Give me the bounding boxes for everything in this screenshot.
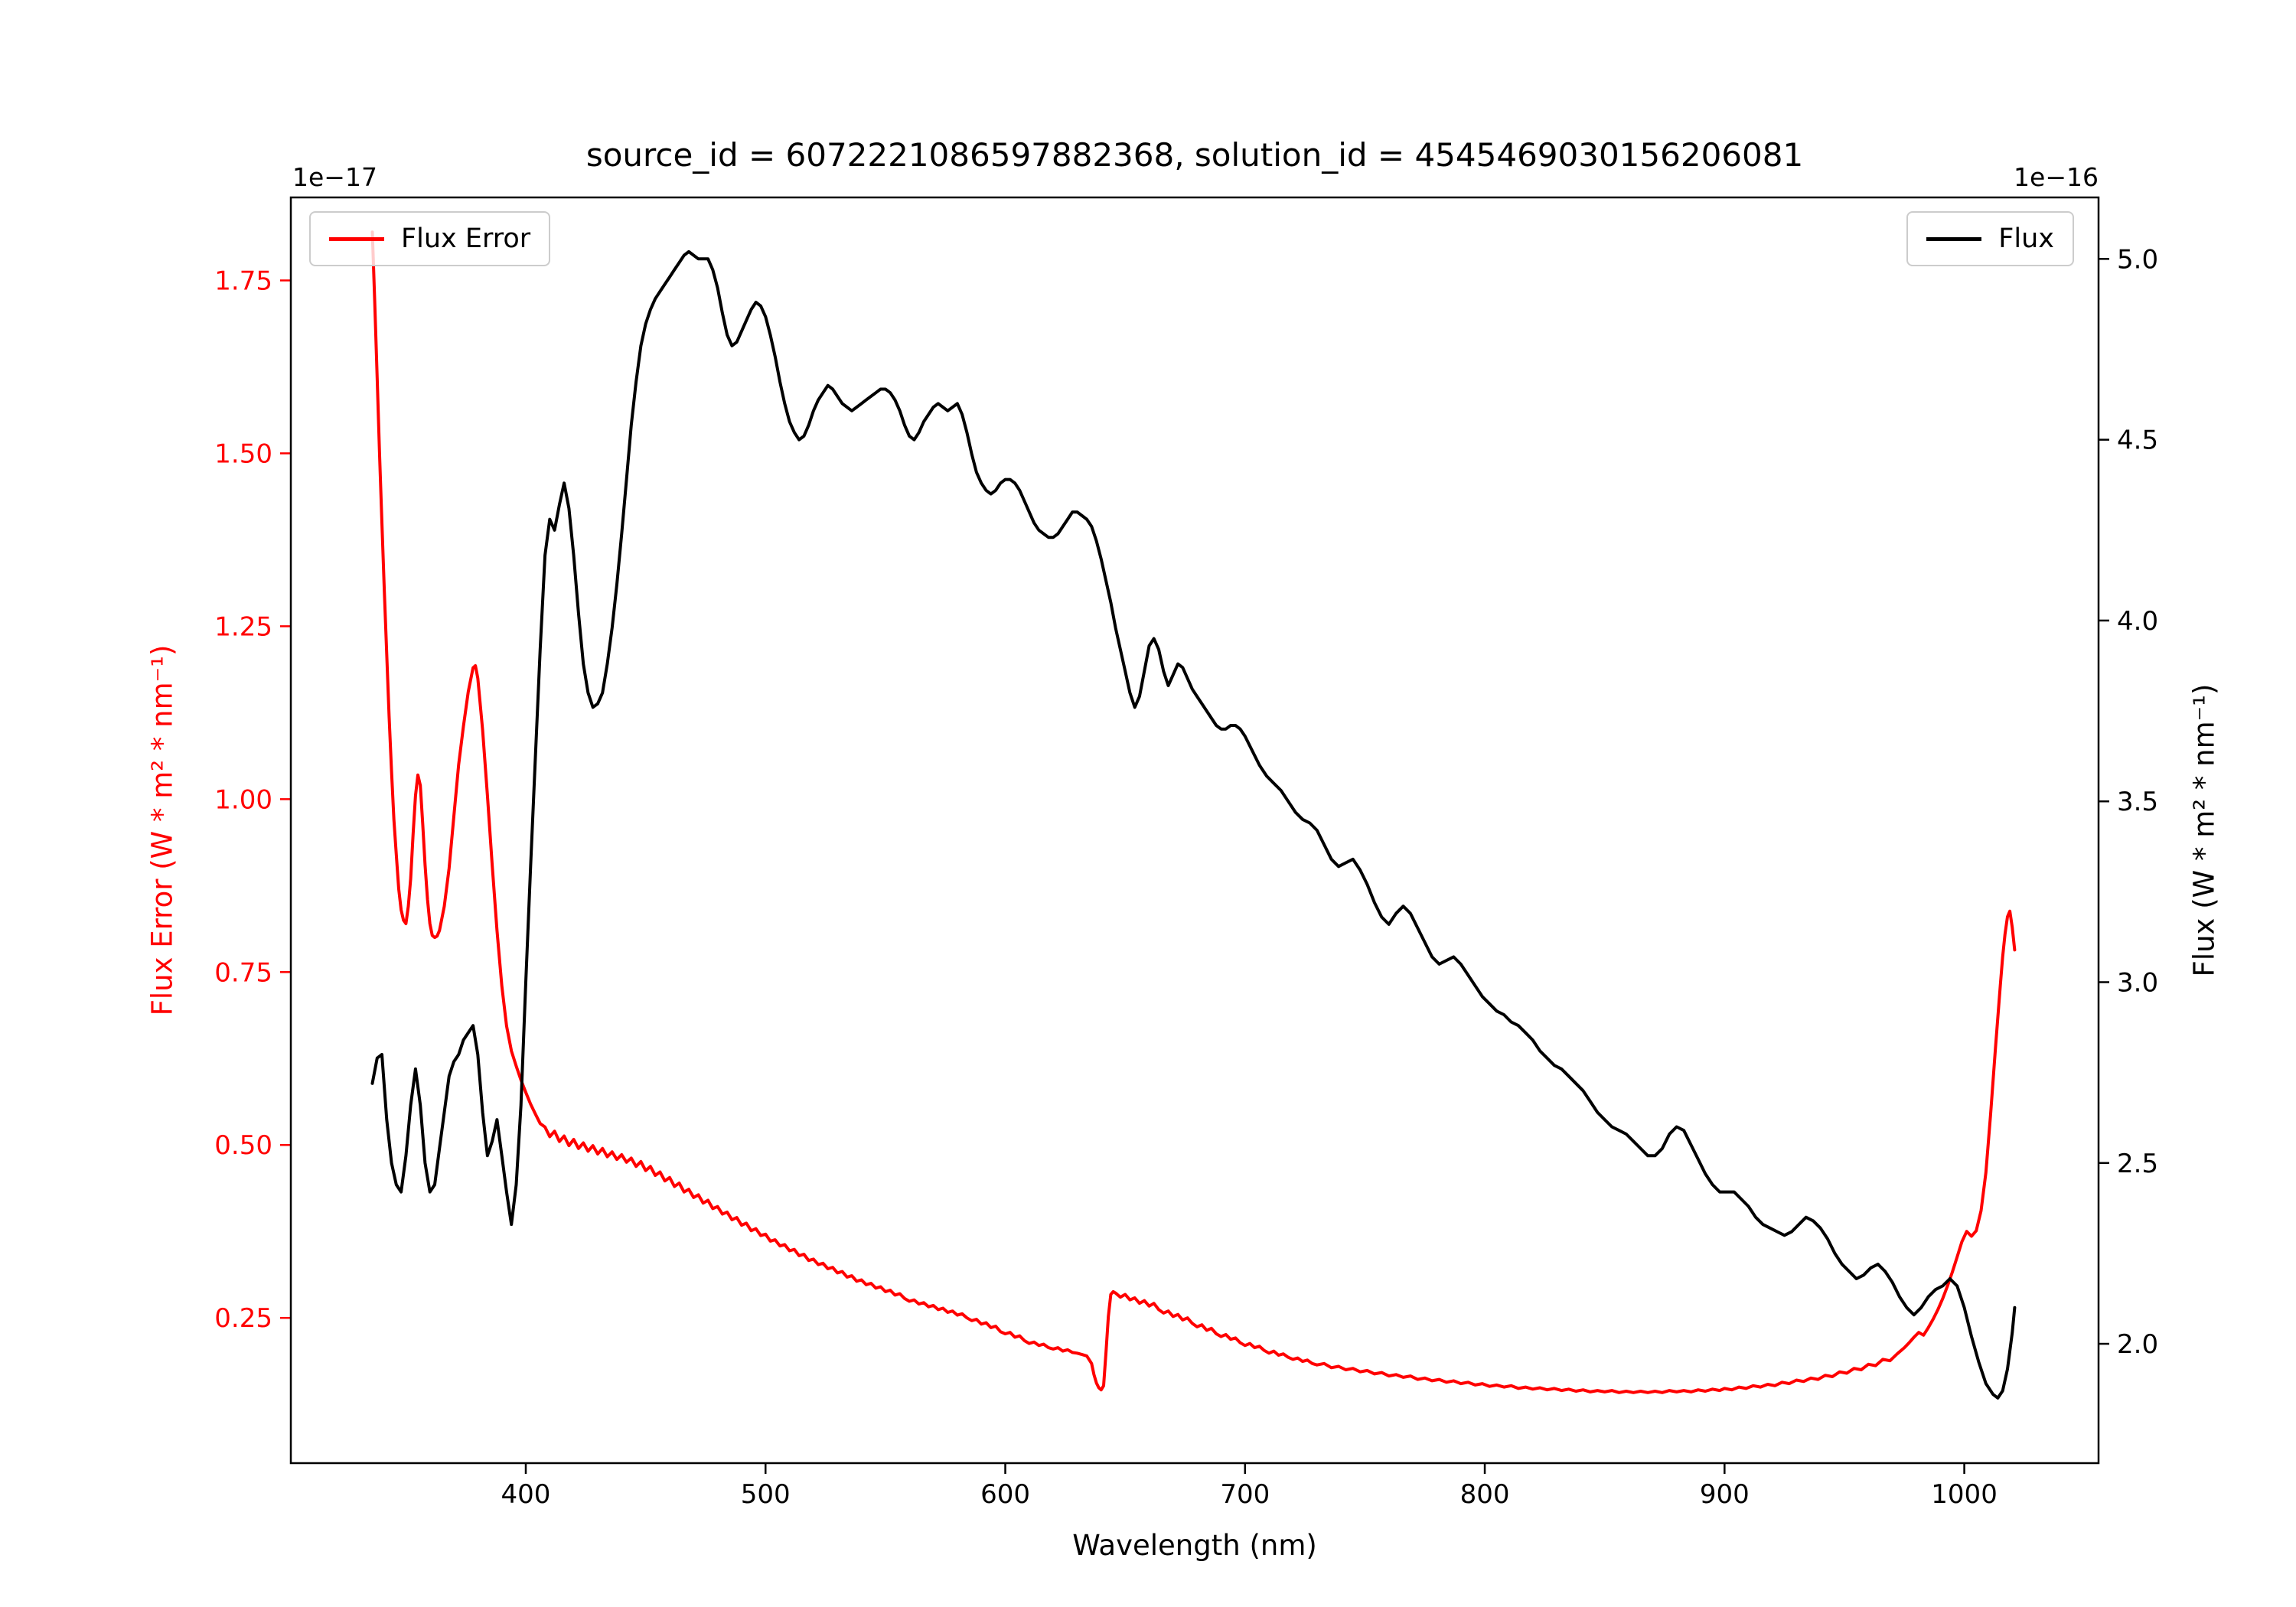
series-line-flux (370, 249, 2017, 1400)
plot-frame (289, 196, 2100, 1465)
legend-flux-error: Flux Error (309, 211, 551, 266)
left-y-tick-label: 1.25 (214, 611, 272, 642)
flux-error-line-swatch (329, 236, 384, 241)
legend-flux-error-label: Flux Error (401, 223, 531, 254)
right-y-axis-label: Flux (W * m² * nm⁻¹) (2187, 683, 2221, 977)
left-y-tick-label: 1.50 (214, 438, 272, 469)
left-y-axis-label: Flux Error (W * m² * nm⁻¹) (145, 644, 179, 1016)
left-y-tick-label: 0.25 (214, 1303, 272, 1334)
left-y-tick-label: 0.75 (214, 957, 272, 988)
left-axis-offset-text: 1e−17 (292, 162, 377, 192)
flux-line-swatch (1926, 236, 1982, 241)
right-y-tick-label: 4.0 (2117, 606, 2158, 637)
series-line-flux-error (370, 230, 2017, 1394)
x-tick-label: 1000 (1931, 1479, 1998, 1510)
right-y-tick-label: 2.0 (2117, 1329, 2158, 1360)
x-tick-label: 700 (1220, 1479, 1270, 1510)
right-y-tick-label: 2.5 (2117, 1149, 2158, 1179)
x-tick-label: 900 (1700, 1479, 1750, 1510)
right-y-tick-label: 3.5 (2117, 787, 2158, 817)
left-y-tick-label: 0.50 (214, 1130, 272, 1161)
right-y-tick-label: 3.0 (2117, 967, 2158, 998)
left-y-tick-label: 1.00 (214, 784, 272, 815)
x-tick-label: 600 (980, 1479, 1030, 1510)
page-title: source_id = 6072221086597882368, solutio… (585, 136, 1804, 174)
legend-flux-label: Flux (1998, 223, 2054, 254)
right-y-tick-label: 5.0 (2117, 244, 2158, 275)
right-y-tick-label: 4.5 (2117, 425, 2158, 456)
legend-flux: Flux (1906, 211, 2074, 266)
left-y-tick-label: 1.75 (214, 266, 272, 296)
right-axis-offset-text: 1e−16 (2014, 162, 2099, 192)
x-axis-label: Wavelength (nm) (1072, 1529, 1317, 1562)
x-tick-label: 500 (741, 1479, 791, 1510)
x-tick-label: 800 (1460, 1479, 1510, 1510)
x-tick-label: 400 (501, 1479, 551, 1510)
